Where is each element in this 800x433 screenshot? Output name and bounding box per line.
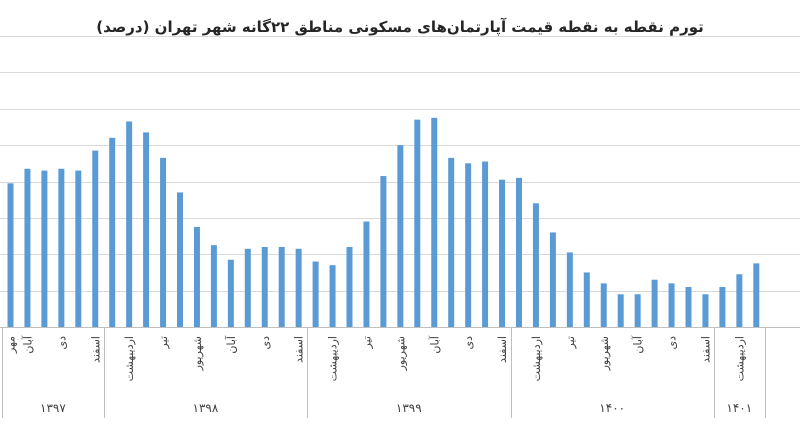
x-tick-label: مهر [5,336,18,354]
x-tick-label: اسفند [699,336,712,363]
bar [583,272,590,327]
bar [414,119,421,327]
bar [7,183,14,327]
bar [532,203,539,327]
bar [600,283,607,327]
x-tick-label: اسفند [89,336,102,363]
x-tick-label: آبان [20,335,34,353]
year-label: ۱۳۹۸ [193,401,219,415]
bar [126,121,133,327]
x-tick-label: دی [666,336,679,350]
bar [651,279,658,327]
bar [278,246,285,327]
bar [346,246,353,327]
bar [702,294,709,327]
bar [109,137,116,327]
x-tick-label: شهریور [598,336,611,371]
x-tick-label: اردیبهشت [123,336,136,381]
bar [448,157,455,327]
x-tick-label: اسفند [293,336,306,363]
bar [685,286,692,327]
bar [566,252,573,327]
x-tick-label: شهریور [394,336,407,371]
bar [668,283,675,327]
x-tick-label: دی [55,336,68,350]
bar [92,150,99,327]
bar [312,261,319,327]
x-tick-label: اردیبهشت [733,336,746,381]
x-tick-label: شهریور [191,336,204,371]
bar [329,265,336,327]
bar [634,294,641,327]
x-tick-label: تیر [157,336,170,349]
bar [482,161,489,327]
bar [210,245,217,327]
bar [465,163,472,327]
bar [753,263,760,327]
chart-title: تورم نقطه به نقطه قیمت آپارتمان‌های مسکو… [96,18,704,36]
x-tick-label: دی [462,336,475,350]
x-tick-label: دی [259,336,272,350]
bar [549,232,556,327]
bar [363,221,370,327]
year-label: ۱۴۰۰ [599,401,625,415]
bar [380,176,387,327]
x-tick-label: اردیبهشت [327,336,340,381]
bar [75,170,82,327]
x-tick-label: تیر [360,336,373,349]
x-tick-label: آبان [224,335,238,353]
bar [719,286,726,327]
bar [244,248,251,327]
bar [227,259,234,327]
bar [41,170,48,327]
x-tick-label: اردیبهشت [530,336,543,381]
bar [499,179,506,327]
bar [516,177,522,327]
bar [177,192,183,327]
bar [58,168,65,327]
bar [431,117,438,327]
bar [617,294,624,327]
bar [160,157,167,327]
bar [24,168,31,327]
bar [261,246,268,327]
year-label: ۱۳۹۷ [40,401,66,415]
bar [193,226,200,327]
bar [736,274,743,327]
x-tick-label: آبان [631,335,645,353]
x-tick-label: اسفند [496,336,509,363]
bar [397,145,404,328]
year-label: ۱۳۹۹ [396,401,422,415]
x-tick-label: آبان [427,335,441,353]
x-tick-label: تیر [564,336,577,349]
bar [295,248,302,327]
bar [143,132,150,327]
year-label: ۱۴۰۱ [726,401,752,415]
